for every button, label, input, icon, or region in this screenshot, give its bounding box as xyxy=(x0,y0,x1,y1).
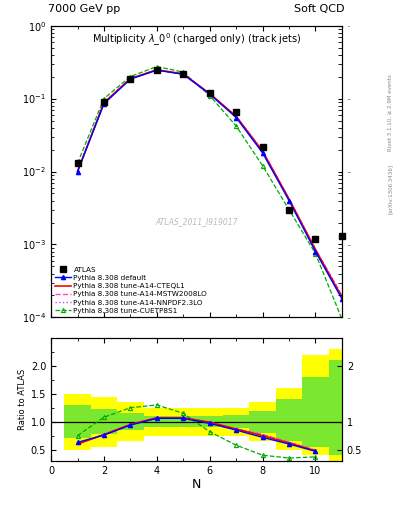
Text: [arXiv:1306.3436]: [arXiv:1306.3436] xyxy=(388,164,393,215)
Text: ATLAS_2011_I919017: ATLAS_2011_I919017 xyxy=(155,217,238,226)
Legend: ATLAS, Pythia 8.308 default, Pythia 8.308 tune-A14-CTEQL1, Pythia 8.308 tune-A14: ATLAS, Pythia 8.308 default, Pythia 8.30… xyxy=(55,267,207,314)
Text: 7000 GeV pp: 7000 GeV pp xyxy=(48,4,120,14)
Y-axis label: Ratio to ATLAS: Ratio to ATLAS xyxy=(18,369,27,430)
Text: Soft QCD: Soft QCD xyxy=(294,4,345,14)
X-axis label: N: N xyxy=(192,478,201,492)
Text: Multiplicity $\lambda\_0^0$ (charged only) (track jets): Multiplicity $\lambda\_0^0$ (charged onl… xyxy=(92,31,301,48)
Text: Rivet 3.1.10, ≥ 2.9M events: Rivet 3.1.10, ≥ 2.9M events xyxy=(388,74,393,151)
